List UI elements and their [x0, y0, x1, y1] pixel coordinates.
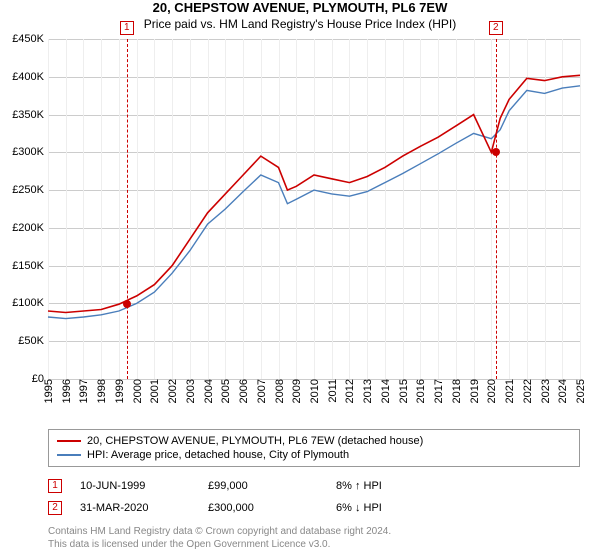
- x-axis-label: 2020: [484, 379, 498, 403]
- x-axis-label: 2014: [378, 379, 392, 403]
- sale-diff: 8% ↑ HPI: [336, 480, 446, 492]
- sale-price: £99,000: [208, 480, 318, 492]
- y-axis-label: £150K: [12, 260, 48, 272]
- attribution-line: This data is licensed under the Open Gov…: [48, 538, 580, 551]
- x-axis-label: 2024: [555, 379, 569, 403]
- y-axis-label: £200K: [12, 222, 48, 234]
- x-axis-label: 2019: [467, 379, 481, 403]
- legend-item: HPI: Average price, detached house, City…: [57, 448, 571, 462]
- legend-item: 20, CHEPSTOW AVENUE, PLYMOUTH, PL6 7EW (…: [57, 434, 571, 448]
- sale-diff: 6% ↓ HPI: [336, 502, 446, 514]
- x-axis-label: 2004: [201, 379, 215, 403]
- x-axis-label: 2021: [502, 379, 516, 403]
- sale-marker: 2: [48, 501, 62, 515]
- marker-line: [127, 39, 128, 379]
- y-axis-label: £50K: [18, 335, 48, 347]
- x-axis-label: 2009: [289, 379, 303, 403]
- marker-dot: [123, 300, 131, 308]
- x-axis-label: 2017: [431, 379, 445, 403]
- x-axis-label: 2001: [147, 379, 161, 403]
- chart-area: £0£50K£100K£150K£200K£250K£300K£350K£400…: [48, 39, 580, 379]
- chart-subtitle: Price paid vs. HM Land Registry's House …: [0, 17, 600, 31]
- y-axis-label: £300K: [12, 146, 48, 158]
- x-axis-label: 2015: [396, 379, 410, 403]
- x-axis-label: 2011: [325, 379, 339, 403]
- legend-label: 20, CHEPSTOW AVENUE, PLYMOUTH, PL6 7EW (…: [87, 435, 423, 447]
- marker-dot: [492, 148, 500, 156]
- attribution-text: Contains HM Land Registry data © Crown c…: [48, 525, 580, 551]
- x-axis-label: 1996: [59, 379, 73, 403]
- x-axis-label: 2025: [573, 379, 587, 403]
- sales-table: 1 10-JUN-1999 £99,000 8% ↑ HPI 2 31-MAR-2020 £…: [48, 475, 580, 519]
- chart-title: 20, CHEPSTOW AVENUE, PLYMOUTH, PL6 7EW: [0, 0, 600, 15]
- legend-swatch: [57, 454, 81, 456]
- y-axis-label: £350K: [12, 109, 48, 121]
- x-axis-label: 1995: [41, 379, 55, 403]
- legend-label: HPI: Average price, detached house, City…: [87, 449, 349, 461]
- marker-line: [496, 39, 497, 379]
- x-axis-label: 2023: [538, 379, 552, 403]
- x-axis-label: 2003: [183, 379, 197, 403]
- legend-swatch: [57, 440, 81, 442]
- x-axis-label: 1999: [112, 379, 126, 403]
- x-axis-label: 2005: [218, 379, 232, 403]
- marker-badge: 1: [120, 21, 134, 35]
- x-axis-label: 2002: [165, 379, 179, 403]
- sale-price: £300,000: [208, 502, 318, 514]
- gridline-v: [580, 39, 581, 379]
- y-axis-label: £450K: [12, 33, 48, 45]
- chart-lines: [48, 39, 580, 379]
- marker-badge: 2: [489, 21, 503, 35]
- x-axis-label: 1998: [94, 379, 108, 403]
- series-property: [48, 75, 580, 312]
- sale-marker: 1: [48, 479, 62, 493]
- y-axis-label: £400K: [12, 71, 48, 83]
- x-axis-label: 2013: [360, 379, 374, 403]
- x-axis-label: 2022: [520, 379, 534, 403]
- x-axis-label: 2000: [130, 379, 144, 403]
- x-axis-label: 2012: [342, 379, 356, 403]
- sale-row: 2 31-MAR-2020 £300,000 6% ↓ HPI: [48, 497, 580, 519]
- sale-row: 1 10-JUN-1999 £99,000 8% ↑ HPI: [48, 475, 580, 497]
- attribution-line: Contains HM Land Registry data © Crown c…: [48, 525, 580, 538]
- y-axis-label: £250K: [12, 184, 48, 196]
- legend-box: 20, CHEPSTOW AVENUE, PLYMOUTH, PL6 7EW (…: [48, 429, 580, 467]
- sale-date: 31-MAR-2020: [80, 502, 190, 514]
- x-axis-label: 2006: [236, 379, 250, 403]
- x-axis-label: 1997: [76, 379, 90, 403]
- x-axis-label: 2010: [307, 379, 321, 403]
- x-axis-label: 2007: [254, 379, 268, 403]
- x-axis-label: 2016: [413, 379, 427, 403]
- x-axis-label: 2008: [272, 379, 286, 403]
- sale-date: 10-JUN-1999: [80, 480, 190, 492]
- x-axis-label: 2018: [449, 379, 463, 403]
- y-axis-label: £100K: [12, 297, 48, 309]
